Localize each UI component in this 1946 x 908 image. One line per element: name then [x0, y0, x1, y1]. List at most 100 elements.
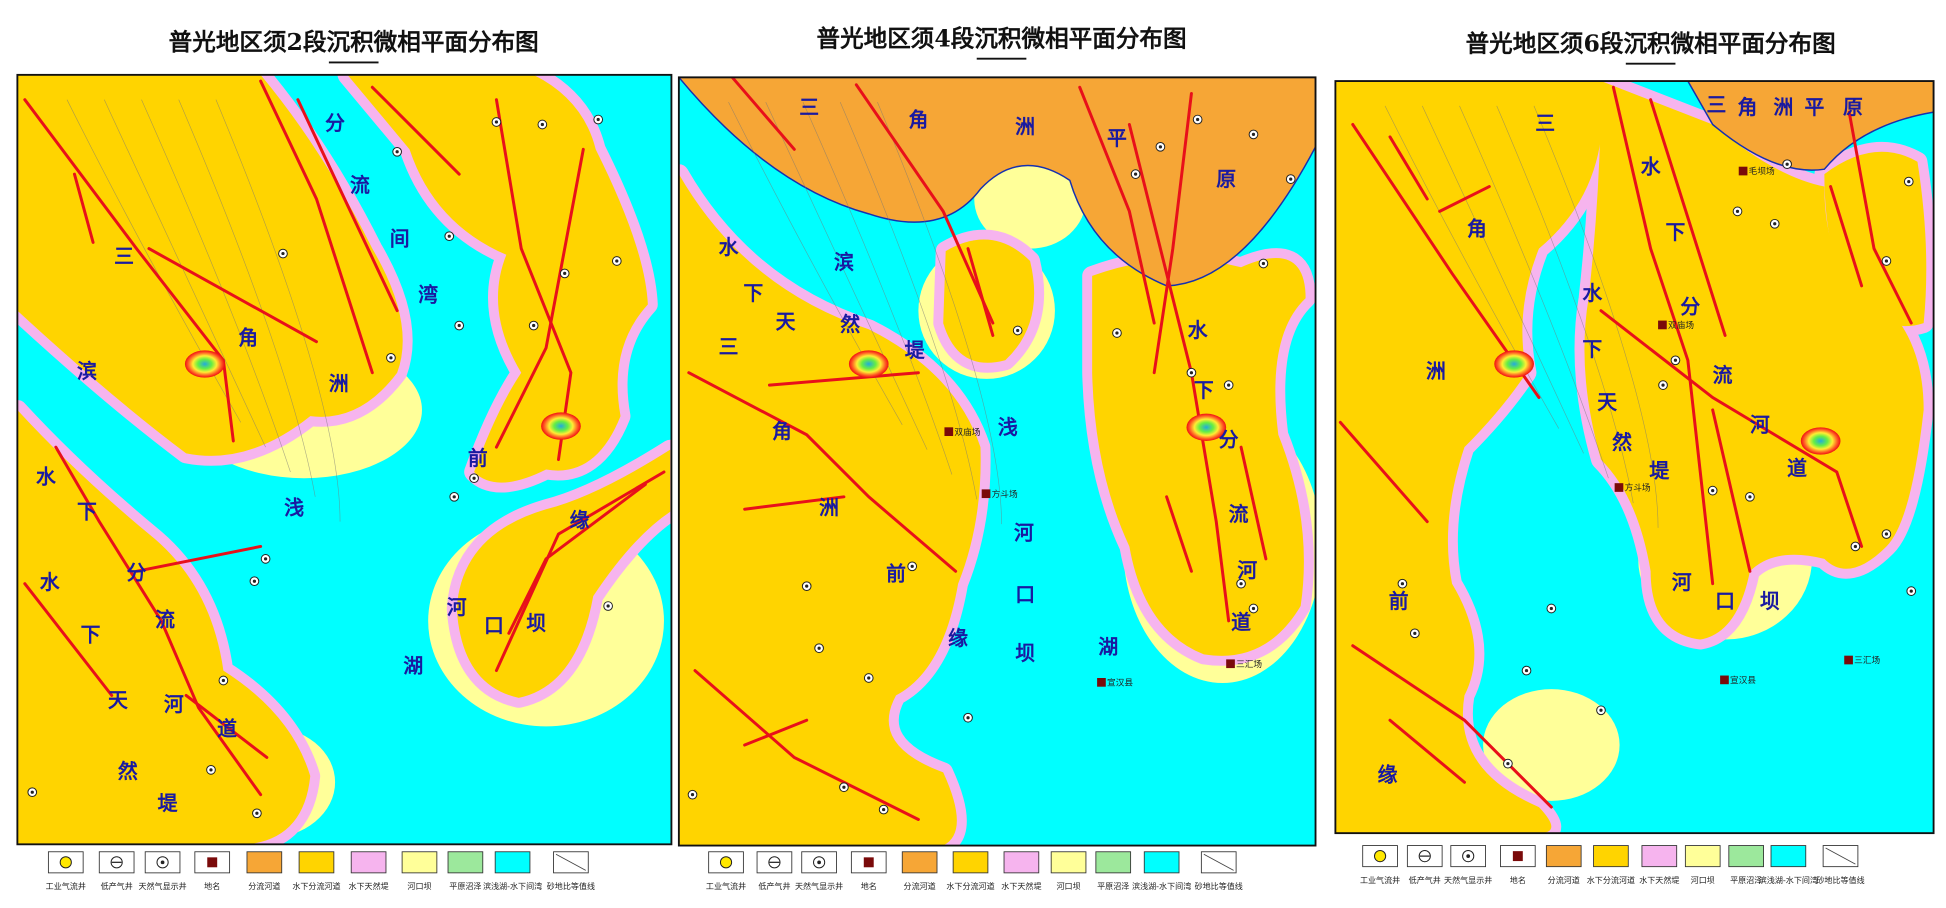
well-core — [1773, 222, 1777, 226]
well-core — [389, 356, 393, 360]
panel-title: 普光地区须6段沉积微相平面分布图 — [1466, 29, 1836, 57]
facies-label: 然 — [840, 312, 860, 336]
channel-axis — [147, 247, 318, 344]
facies-label: 浅 — [284, 496, 304, 520]
well-core — [563, 271, 567, 276]
facies-label: 角 — [908, 107, 928, 131]
well-core — [805, 584, 809, 588]
facies-label: 河 — [1750, 413, 1770, 437]
channel-axis — [1388, 718, 1466, 784]
well-core — [690, 793, 695, 797]
legend-label: 地名 — [1510, 875, 1526, 885]
facies-label: 缘 — [1378, 763, 1398, 787]
legend-icon — [817, 860, 821, 865]
facies-label: 下 — [1582, 337, 1602, 361]
channel-axis — [1711, 408, 1752, 573]
facies-label: 原 — [1843, 95, 1863, 119]
facies-label: 河 — [1672, 570, 1692, 594]
facies-label: 水 — [719, 235, 739, 259]
map-body: 三角洲前缘三角洲平原水下分流河道水下天然堤河口 坝柏树场毛坝场双庙场方斗场宣汉县三… — [1335, 81, 1934, 834]
legend-swatch — [1050, 851, 1087, 874]
legend-label: 砂地比等值线 — [547, 881, 595, 891]
facies-label: 分 — [325, 111, 345, 135]
well-core — [1289, 177, 1293, 181]
legend-swatch — [1545, 845, 1582, 868]
contour — [728, 102, 903, 425]
place-marker — [1097, 678, 1106, 687]
well-core — [263, 557, 268, 561]
channel-lobe — [1092, 257, 1306, 656]
well-core — [1549, 606, 1553, 611]
channel-lobe — [678, 174, 981, 846]
contour — [178, 99, 316, 497]
well-core — [255, 811, 259, 815]
legend-label: 分流河道 — [904, 881, 936, 891]
channel-axis — [23, 98, 235, 443]
facies-label: 道 — [1787, 456, 1807, 480]
panel-frame — [677, 76, 1317, 847]
place-marker — [1738, 166, 1748, 176]
place-name: 宣汉县 — [1107, 676, 1133, 688]
channel-axis — [259, 79, 374, 375]
legend-swatch — [401, 851, 438, 874]
contour — [765, 102, 928, 450]
place-name: 毛坝场 — [1749, 165, 1775, 177]
facies-label: 洲 — [329, 372, 349, 396]
channel-lobe — [1824, 151, 1927, 327]
legend-label: 水下分流河道 — [946, 881, 994, 891]
place-name: 宣汉县 — [1730, 674, 1756, 686]
channel-axis — [1078, 85, 1156, 325]
well-core — [1239, 582, 1243, 586]
panel-frame — [1334, 80, 1935, 835]
well-core — [1785, 162, 1789, 166]
legend-label: 水下天然堤 — [1001, 881, 1041, 891]
well-core — [472, 476, 476, 480]
facies-label: 坝 — [1760, 589, 1780, 613]
channel-lobe — [62, 74, 286, 224]
place-marker — [981, 489, 991, 499]
facies-label: 天 — [108, 688, 128, 712]
legend-label: 分流河道 — [1548, 875, 1580, 885]
legend-label: 低产气井 — [1409, 875, 1441, 885]
facies-label: 河 — [164, 692, 184, 716]
facies-label: 下 — [81, 622, 101, 646]
well-core — [1016, 328, 1020, 333]
gas-target — [541, 412, 581, 440]
contour — [215, 99, 341, 522]
facies-label: 三 — [1706, 92, 1726, 116]
channel-axis — [494, 470, 666, 673]
well-core — [1909, 589, 1913, 593]
facies-label: 洲 — [819, 496, 839, 520]
channel-lobe — [1335, 81, 1603, 834]
legend-label: 低产气井 — [101, 881, 133, 891]
legend-label: 工业气流井 — [1360, 875, 1400, 885]
contour — [103, 99, 266, 448]
legend-label: 砂地比等值线 — [1195, 881, 1243, 891]
legend-swatch — [447, 851, 484, 874]
facies-label: 道 — [1231, 610, 1251, 634]
legend-swatch — [952, 851, 989, 874]
legend-label: 河口坝 — [1056, 881, 1080, 891]
facies-label: 水 — [1188, 318, 1208, 342]
facies-label: 前 — [1389, 589, 1409, 613]
facies-label: 水 — [1641, 154, 1661, 178]
facies-label: 下 — [743, 281, 763, 305]
facies-label: 堤 — [905, 338, 925, 362]
legend-icon — [1373, 850, 1387, 863]
well-core — [1251, 606, 1256, 611]
facies-label: 间 — [390, 226, 410, 250]
gas-target — [184, 350, 225, 378]
channel-lobe — [17, 74, 403, 456]
legend-swatch — [494, 851, 531, 874]
legend-label: 地名 — [861, 881, 877, 891]
well-core — [1907, 179, 1911, 184]
facies-label: 下 — [1666, 220, 1686, 244]
facies-label: 水 — [36, 465, 56, 489]
well-core — [1400, 582, 1405, 586]
well-core — [1853, 544, 1858, 549]
well-core — [395, 150, 399, 154]
channel-axis — [693, 669, 920, 821]
place-name: 双庙场 — [1668, 319, 1694, 331]
delta-plain — [1686, 81, 1934, 171]
